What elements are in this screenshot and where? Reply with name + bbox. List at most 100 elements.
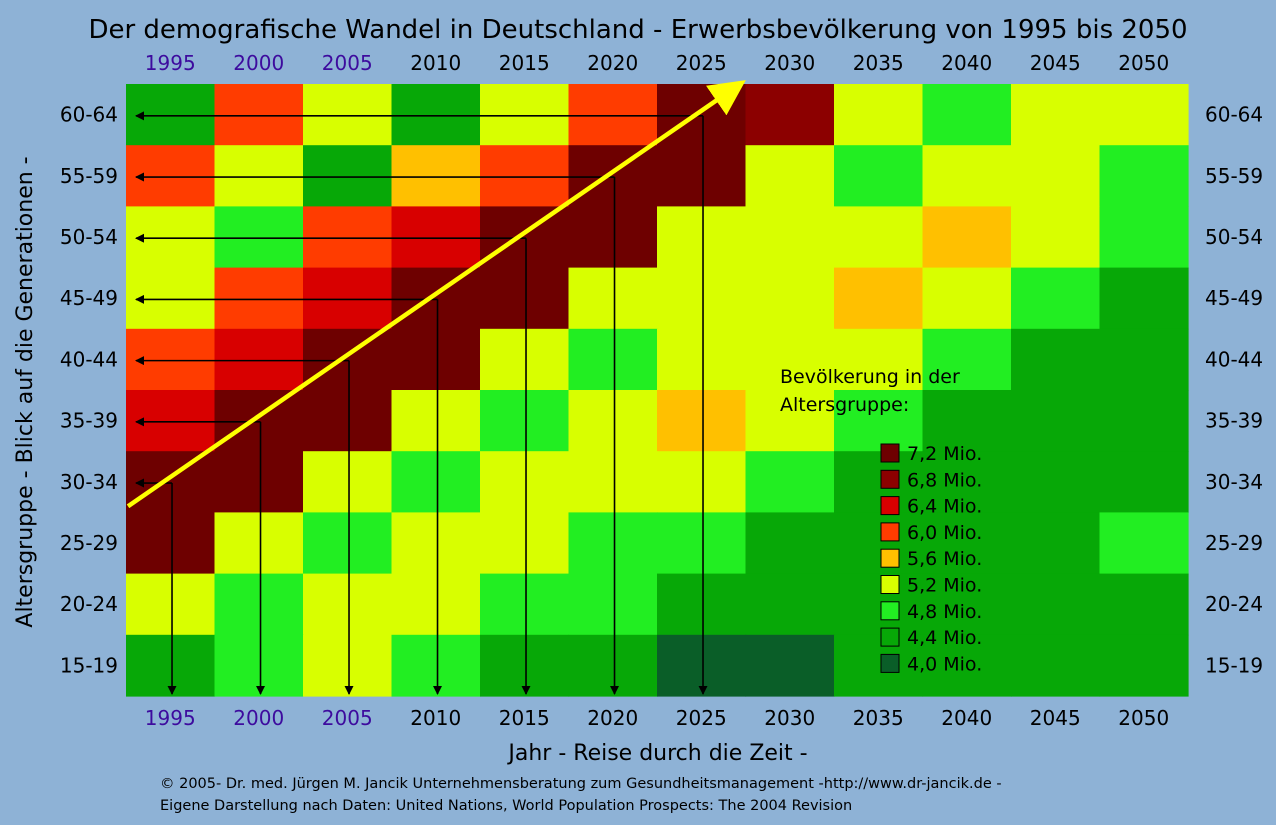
heatmap-cell-15-19-2035 bbox=[834, 634, 924, 697]
heatmap-cell-55-59-1995 bbox=[126, 145, 216, 207]
heatmap-cell-35-39-2030 bbox=[745, 390, 835, 452]
heatmap-cell-50-54-2025 bbox=[657, 206, 747, 269]
heatmap-cell-25-29-2015 bbox=[480, 512, 570, 575]
legend-label-3: 6,0 Mio. bbox=[907, 522, 982, 544]
age-label-left-35-39: 35-39 bbox=[60, 409, 118, 433]
heatmap-cell-60-64-2015 bbox=[480, 84, 570, 146]
legend-title-line1: Bevölkerung in der bbox=[780, 366, 960, 388]
heatmap-cell-60-64-2000 bbox=[214, 84, 304, 146]
year-label-bottom-2015: 2015 bbox=[499, 706, 550, 730]
age-label-right-20-24: 20-24 bbox=[1205, 592, 1263, 616]
age-label-right-15-19: 15-19 bbox=[1205, 653, 1263, 677]
heatmap-cell-50-54-2020 bbox=[568, 206, 658, 269]
heatmap-cell-50-54-2010 bbox=[391, 206, 481, 269]
heatmap-cell-25-29-2050 bbox=[1099, 512, 1189, 575]
heatmap-cell-25-29-2045 bbox=[1011, 512, 1101, 575]
heatmap-cell-20-24-2015 bbox=[480, 573, 570, 636]
heatmap-cell-55-59-2010 bbox=[391, 145, 481, 207]
year-label-top-2035: 2035 bbox=[853, 51, 904, 75]
heatmap-cell-20-24-2045 bbox=[1011, 573, 1101, 636]
heatmap-cell-15-19-2030 bbox=[745, 634, 835, 697]
heatmap-cell-20-24-1995 bbox=[126, 573, 216, 636]
heatmap-cell-55-59-2020 bbox=[568, 145, 658, 207]
year-label-top-2000: 2000 bbox=[233, 51, 284, 75]
left-age-labels: 60-64 55-59 50-54 45-49 40-44 35-39 30-34 25-29… bbox=[60, 103, 118, 678]
legend-items: 7,2 Mio. 6,8 Mio. 6,4 Mio. 6,0 Mio. 5,6 Mio.… bbox=[880, 443, 982, 675]
heatmap-cell-35-39-2050 bbox=[1099, 390, 1189, 452]
year-label-bottom-2000: 2000 bbox=[233, 706, 284, 730]
bottom-year-labels: 1995 2000 2005 2010 2015 2020 2025 2030 2035 2040… bbox=[145, 706, 1169, 730]
heatmap-cell-50-54-2050 bbox=[1099, 206, 1189, 269]
heatmap-cell-30-34-1995 bbox=[126, 451, 216, 513]
age-label-left-55-59: 55-59 bbox=[60, 164, 118, 188]
heatmap-cell-45-49-2020 bbox=[568, 267, 658, 330]
age-label-left-20-24: 20-24 bbox=[60, 592, 118, 616]
year-label-top-2040: 2040 bbox=[941, 51, 992, 75]
heatmap-cell-50-54-2030 bbox=[745, 206, 835, 269]
age-label-right-35-39: 35-39 bbox=[1205, 409, 1263, 433]
heatmap-cell-25-29-2030 bbox=[745, 512, 835, 575]
heatmap-cell-45-49-2015 bbox=[480, 267, 570, 330]
heatmap-cell-40-44-2035 bbox=[834, 328, 924, 391]
heatmap-cell-20-24-2035 bbox=[834, 573, 924, 636]
legend-swatch-1 bbox=[880, 469, 900, 489]
heatmap-cell-25-29-2005 bbox=[303, 512, 393, 575]
heatmap-cell-40-44-2010 bbox=[391, 328, 481, 391]
heatmap-cell-40-44-2045 bbox=[1011, 328, 1101, 391]
age-label-left-45-49: 45-49 bbox=[60, 286, 118, 310]
legend-label-7: 4,4 Mio. bbox=[907, 627, 982, 649]
heatmap-cell-25-29-2035 bbox=[834, 512, 924, 575]
heatmap-cell-45-49-1995 bbox=[126, 267, 216, 330]
age-label-left-40-44: 40-44 bbox=[60, 347, 118, 371]
heatmap-cell-30-34-2015 bbox=[480, 451, 570, 513]
year-label-top-1995: 1995 bbox=[145, 51, 196, 75]
year-label-top-2020: 2020 bbox=[587, 51, 638, 75]
legend-swatch-3 bbox=[880, 522, 900, 542]
age-label-right-25-29: 25-29 bbox=[1205, 531, 1263, 555]
heatmap-cell-20-24-2000 bbox=[214, 573, 304, 636]
heatmap-cell-15-19-1995 bbox=[126, 634, 216, 697]
heatmap-cell-50-54-1995 bbox=[126, 206, 216, 269]
heatmap-cell-35-39-2010 bbox=[391, 390, 481, 452]
heatmap-cell-55-59-2030 bbox=[745, 145, 835, 207]
year-label-top-2045: 2045 bbox=[1030, 51, 1081, 75]
legend-swatch-5 bbox=[880, 575, 900, 594]
heatmap-cell-45-49-2050 bbox=[1099, 267, 1189, 330]
heatmap-cell-30-34-2000 bbox=[214, 451, 304, 513]
heatmap-cell-50-54-2005 bbox=[303, 206, 393, 269]
heatmap-cell-30-34-2050 bbox=[1099, 451, 1189, 513]
heatmap-cell-55-59-2050 bbox=[1099, 145, 1189, 207]
heatmap-cell-50-54-2000 bbox=[214, 206, 304, 269]
heatmap-cell-35-39-1995 bbox=[126, 390, 216, 452]
heatmap-cell-20-24-2020 bbox=[568, 573, 658, 636]
heatmap-cell-25-29-2000 bbox=[214, 512, 304, 575]
heatmap-cell-45-49-2000 bbox=[214, 267, 304, 330]
year-label-bottom-2030: 2030 bbox=[764, 706, 815, 730]
heatmap-cell-60-64-2045 bbox=[1011, 84, 1101, 146]
age-label-left-15-19: 15-19 bbox=[60, 653, 118, 677]
heatmap-cell-35-39-2025 bbox=[657, 390, 747, 452]
heatmap-cell-45-49-2035 bbox=[834, 267, 924, 330]
cohort-arrows bbox=[126, 80, 746, 695]
year-label-bottom-2010: 2010 bbox=[410, 706, 461, 730]
legend-title-line2: Altersgruppe: bbox=[780, 394, 909, 416]
heatmap-cell-20-24-2005 bbox=[303, 573, 393, 636]
heatmap-cell-30-34-2030 bbox=[745, 451, 835, 513]
legend-label-4: 5,6 Mio. bbox=[907, 548, 982, 570]
heatmap-cell-15-19-2045 bbox=[1011, 634, 1101, 697]
heatmap-cell-30-34-2010 bbox=[391, 451, 481, 513]
heatmap-cell-30-34-2040 bbox=[922, 451, 1012, 513]
heatmap-cell-45-49-2045 bbox=[1011, 267, 1101, 330]
heatmap-cell-45-49-2010 bbox=[391, 267, 481, 330]
heatmap-cell-50-54-2045 bbox=[1011, 206, 1101, 269]
year-label-top-2030: 2030 bbox=[764, 51, 815, 75]
legend-swatch-8 bbox=[880, 653, 900, 673]
heatmap-cell-15-19-2010 bbox=[391, 634, 481, 697]
year-label-bottom-2035: 2035 bbox=[853, 706, 904, 730]
heatmap-cell-55-59-2040 bbox=[922, 145, 1012, 207]
age-label-right-40-44: 40-44 bbox=[1205, 347, 1263, 371]
heatmap-cell-40-44-2005 bbox=[303, 328, 393, 391]
year-label-bottom-2050: 2050 bbox=[1118, 706, 1169, 730]
heatmap-cell-25-29-2040 bbox=[922, 512, 1012, 575]
heatmap-cell-45-49-2030 bbox=[745, 267, 835, 330]
